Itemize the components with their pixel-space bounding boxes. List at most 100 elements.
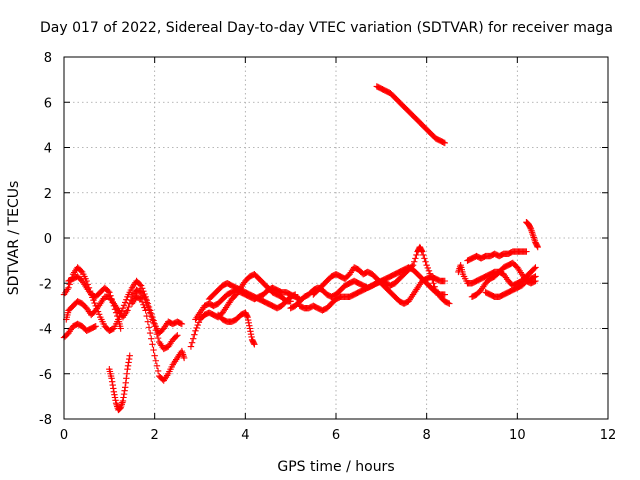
data-point [424, 264, 431, 272]
series-s18 [482, 273, 539, 301]
data-point [146, 309, 154, 316]
data-point [441, 277, 448, 285]
data-point [95, 311, 103, 318]
data-point [246, 322, 253, 329]
data-point [243, 312, 251, 320]
data-point [412, 255, 419, 262]
data-point [150, 319, 157, 327]
data-point [190, 335, 197, 342]
data-point [106, 289, 113, 296]
series-s16 [464, 248, 530, 264]
data-point [112, 309, 120, 316]
axis-ticks [63, 56, 609, 420]
data-point [110, 302, 118, 310]
data-point [108, 295, 115, 303]
series-s3 [63, 286, 181, 353]
data-point [178, 320, 186, 328]
data-point [292, 291, 299, 298]
x-tick-label: 4 [241, 428, 249, 443]
y-tick-label: -6 [39, 368, 52, 383]
data-point [411, 258, 418, 265]
y-tick-label: -4 [39, 323, 52, 338]
series-s10 [214, 309, 258, 348]
data-point [111, 306, 119, 313]
data-point [173, 333, 180, 340]
data-point [531, 265, 538, 272]
data-point [174, 332, 181, 339]
data-point [122, 379, 129, 386]
data-point [195, 319, 203, 326]
data-point [441, 139, 448, 147]
data-point [150, 346, 157, 354]
series-s6 [128, 293, 188, 384]
data-point [65, 284, 72, 291]
data-point [144, 318, 152, 325]
series-s13 [310, 264, 448, 307]
y-tick-label: 4 [44, 142, 52, 157]
grid [64, 57, 608, 419]
x-tick-label: 12 [600, 428, 617, 443]
data-point [120, 390, 128, 398]
data-point [122, 384, 129, 391]
data-point [191, 331, 198, 338]
data-point [446, 300, 453, 307]
data-point [142, 307, 149, 314]
data-point [188, 339, 196, 346]
data-point [114, 312, 121, 320]
data-point [124, 307, 131, 314]
data-point [145, 306, 153, 313]
data-point [425, 267, 433, 275]
data-point [523, 248, 530, 255]
data-point [117, 325, 124, 332]
data-point [105, 287, 112, 295]
data-point [139, 298, 146, 306]
data-point [119, 304, 127, 312]
data-point [122, 299, 129, 306]
data-point [143, 299, 150, 306]
data-point [532, 273, 539, 280]
data-point [146, 329, 154, 337]
series-s14 [373, 83, 448, 147]
x-axis-label: GPS time / hours [277, 459, 394, 475]
data-point [527, 224, 534, 232]
data-point [418, 248, 426, 255]
data-point [91, 299, 98, 307]
x-tick-label: 6 [332, 428, 340, 443]
data-point [124, 362, 132, 370]
data-point [109, 381, 116, 389]
data-point [125, 303, 132, 311]
data-point [151, 352, 158, 359]
data-point [136, 281, 144, 288]
data-point [421, 255, 428, 262]
data-point [125, 359, 132, 366]
data-point [177, 320, 184, 327]
x-tick-label: 10 [509, 428, 526, 443]
data-point [139, 285, 146, 292]
data-point [413, 251, 420, 259]
y-tick-label: 8 [44, 51, 52, 66]
data-point [120, 302, 128, 309]
data-point [192, 327, 199, 334]
series-s17 [468, 259, 539, 301]
data-point [531, 273, 538, 281]
data-point [247, 330, 255, 338]
data-point [246, 325, 254, 332]
data-point [532, 264, 539, 271]
data-point [534, 243, 541, 251]
data-point [108, 378, 116, 385]
data-point [248, 333, 255, 341]
x-tick-label: 0 [60, 428, 68, 443]
data-point [108, 375, 115, 382]
data-point [154, 367, 162, 375]
data-point [422, 258, 429, 265]
y-axis-label: SDTVAR / TECUs [6, 181, 22, 296]
y-tick-labels: -8 -6 -4 -2 0 2 4 6 8 [39, 51, 52, 428]
data-point [137, 282, 145, 289]
data-point [418, 247, 425, 254]
data-point [151, 323, 158, 330]
data-point [152, 326, 159, 334]
y-tick-label: 0 [44, 232, 52, 247]
x-tick-label: 8 [423, 428, 431, 443]
y-tick-label: 6 [44, 96, 52, 111]
